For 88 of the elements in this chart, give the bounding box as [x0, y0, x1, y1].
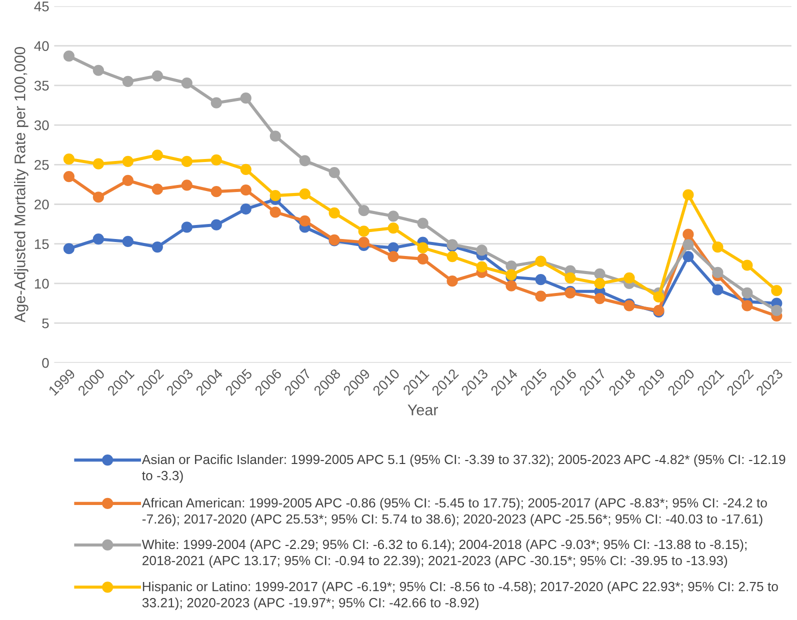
- point: [328, 207, 340, 219]
- point: [712, 284, 724, 296]
- point: [181, 156, 192, 168]
- point: [328, 167, 340, 178]
- legend-label: White: 1999-2004 (APC -2.29; 95% CI: -6.32 to 6.14); 2004-2018 (APC -9.03*; 95% CI: -13.88 to -8.15); 2018-2021 (APC 13.17; 95% CI: -0.94 to 22.39); 2021-2023 (APC -30.15*; 95% CI: -39.95 to -13.93): [142, 539, 746, 568]
- point: [742, 287, 753, 299]
- point: [181, 77, 192, 89]
- point: [299, 215, 310, 226]
- point: [594, 268, 606, 280]
- point: [446, 250, 458, 262]
- point: [122, 174, 134, 186]
- point: [358, 236, 370, 248]
- point: [299, 155, 310, 166]
- point: [92, 192, 104, 203]
- point: [476, 244, 488, 256]
- point: [358, 226, 370, 237]
- y-tick-label: 5: [42, 318, 49, 328]
- point: [122, 156, 134, 168]
- point: [210, 97, 222, 108]
- point: [358, 205, 370, 216]
- point: [712, 266, 724, 278]
- point: [152, 70, 163, 82]
- point: [682, 239, 694, 250]
- point: [152, 184, 163, 195]
- point: [682, 250, 694, 262]
- legend-label: Hispanic or Latino: 1999-2017 (APC -6.19*; 95% CI: -8.56 to -4.58); 2017-2020 (APC 22.93*; 95% CI: 2.75 to 33.21); 2020-2023 (APC -19.97*; 95% CI: -42.66 to -8.92): [142, 582, 778, 610]
- legend-label: African American: 1999-2005 APC -0.86 (95% CI: -5.45 to 17.75); 2005-2017 (APC -8.83*; 95% CI: -24.2 to -7.26); 2017-2020 (APC 25.53*; 95% CI: 5.74 to 38.6); 2020-2023 (APC -25.56*; 95% CI: -40.03 to -17.61): [142, 498, 767, 526]
- point: [417, 242, 428, 254]
- point: [742, 260, 753, 271]
- point: [682, 228, 694, 240]
- legend-label: Asian or Pacific Islander: 1999-2005 APC 5.1 (95% CI: -3.39 to 37.32); 2005-2023 APC -4.82* (95% CI: -12.19 to -3.3): [142, 454, 786, 483]
- point: [388, 250, 399, 262]
- y-tick-label: 20: [34, 200, 49, 210]
- point: [446, 276, 458, 287]
- point: [594, 292, 606, 304]
- point: [240, 184, 252, 196]
- point: [152, 241, 163, 253]
- point: [535, 290, 546, 302]
- point: [535, 274, 546, 286]
- point: [653, 291, 664, 302]
- point: [92, 234, 104, 245]
- point: [181, 180, 192, 191]
- point: [210, 186, 222, 198]
- point: [181, 222, 192, 233]
- point: [506, 260, 517, 272]
- point: [506, 280, 517, 292]
- y-tick-label: 10: [34, 278, 49, 289]
- point: [417, 218, 428, 229]
- point: [63, 170, 74, 182]
- point: [63, 50, 74, 62]
- point: [388, 222, 399, 234]
- point: [564, 272, 576, 284]
- point: [92, 64, 104, 76]
- point: [771, 285, 782, 296]
- point: [270, 130, 281, 142]
- point: [270, 190, 281, 202]
- y-tick-label: 25: [34, 160, 49, 170]
- y-axis-title: Age-Adjusted Mortality Rate per 100,000: [14, 47, 28, 322]
- point: [122, 76, 134, 88]
- point: [712, 241, 724, 253]
- point: [210, 219, 222, 230]
- y-tick-label: 35: [34, 80, 49, 91]
- point: [476, 261, 488, 272]
- point: [92, 158, 104, 170]
- point: [240, 203, 252, 215]
- y-tick-label: 45: [34, 2, 49, 12]
- x-axis-title: Year: [408, 404, 438, 416]
- point: [152, 150, 163, 161]
- point: [210, 154, 222, 166]
- point: [122, 236, 134, 248]
- point: [240, 92, 252, 104]
- point: [240, 164, 252, 175]
- y-tick-label: 15: [34, 239, 49, 250]
- point: [682, 189, 694, 200]
- point: [594, 278, 606, 290]
- y-tick-label: 40: [34, 41, 49, 51]
- point: [506, 269, 517, 280]
- point: [742, 300, 753, 312]
- point: [63, 154, 74, 165]
- point: [63, 243, 74, 254]
- y-tick-label: 0: [42, 358, 49, 368]
- point: [771, 304, 782, 316]
- point: [270, 206, 281, 218]
- point: [624, 272, 635, 284]
- point: [299, 188, 310, 200]
- point: [388, 210, 399, 222]
- point: [417, 253, 428, 264]
- y-tick-label: 30: [34, 120, 49, 130]
